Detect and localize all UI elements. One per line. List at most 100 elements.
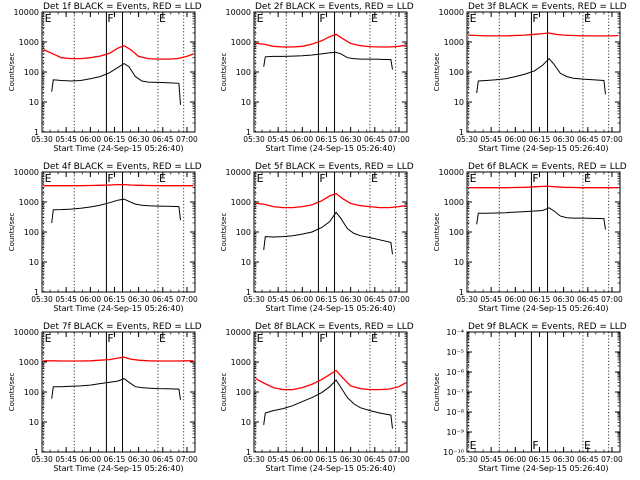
y-tick-label: 1 bbox=[459, 128, 464, 137]
x-axis-label: Start Time (24-Sep-15 05:26:40) bbox=[53, 464, 183, 473]
y-tick-label: 10⁻¹⁰ bbox=[443, 448, 464, 457]
event-marker-label: E bbox=[470, 12, 477, 25]
y-tick-label: 10000 bbox=[226, 8, 251, 17]
x-tick-label: 06:00 bbox=[292, 455, 314, 464]
panel-title: Det 1f BLACK = Events, RED = LLD bbox=[43, 2, 202, 12]
x-tick-label: 05:30 bbox=[243, 295, 265, 304]
y-tick-label: 100 bbox=[24, 68, 39, 77]
y-tick-label: 100 bbox=[449, 68, 464, 77]
series-lld-line bbox=[255, 33, 406, 48]
x-tick-label: 06:45 bbox=[152, 455, 174, 464]
series-lld-line bbox=[43, 356, 194, 362]
x-tick-label: 06:30 bbox=[553, 455, 575, 464]
y-axis-label: Counts/sec bbox=[220, 53, 228, 92]
event-marker-label: E bbox=[159, 332, 166, 345]
x-axis-label: Start Time (24-Sep-15 05:26:40) bbox=[53, 144, 183, 153]
panel-det-7: Det 7f BLACK = Events, RED = LLD 1 10 100 10… bbox=[8, 322, 202, 473]
y-tick-label: 10 bbox=[29, 98, 39, 107]
event-marker-label: E bbox=[371, 172, 378, 185]
y-axis-label: Counts/sec bbox=[8, 53, 16, 92]
event-marker-label: F bbox=[532, 439, 538, 452]
x-tick-label: 05:30 bbox=[31, 295, 53, 304]
event-marker-label: E bbox=[371, 332, 378, 345]
y-tick-label: 10000 bbox=[439, 168, 464, 177]
x-tick-label: 06:45 bbox=[152, 135, 174, 144]
y-tick-label: 10 bbox=[29, 418, 39, 427]
x-tick-label: 05:30 bbox=[31, 455, 53, 464]
x-tick-label: 06:30 bbox=[553, 295, 575, 304]
y-tick-label: 1000 bbox=[231, 358, 251, 367]
panel-det-6: Det 6f BLACK = Events, RED = LLD 1 10 100 10… bbox=[433, 162, 627, 313]
x-tick-label: 06:00 bbox=[80, 295, 102, 304]
event-marker-label: E bbox=[257, 172, 264, 185]
y-tick-label: 100 bbox=[449, 228, 464, 237]
x-tick-label: 06:45 bbox=[364, 135, 386, 144]
y-tick-label: 10⁻⁸ bbox=[446, 408, 464, 417]
event-marker-label: F bbox=[319, 12, 325, 25]
panel-grid: Det 1f BLACK = Events, RED = LLD11010010… bbox=[8, 2, 627, 473]
y-axis-label: Counts/sec bbox=[8, 213, 16, 252]
event-marker-label: E bbox=[470, 439, 477, 452]
event-marker-label: F bbox=[107, 172, 113, 185]
y-tick-label: 1000 bbox=[444, 38, 464, 47]
y-tick-label: 100 bbox=[236, 388, 251, 397]
x-tick-label: 07:00 bbox=[176, 135, 198, 144]
x-tick-label: 06:15 bbox=[316, 295, 338, 304]
x-tick-label: 06:30 bbox=[553, 135, 575, 144]
series-lld-line bbox=[468, 185, 619, 189]
series-lld-line bbox=[255, 369, 406, 391]
x-tick-label: 06:15 bbox=[104, 295, 126, 304]
series-lld-line bbox=[43, 183, 194, 187]
x-tick-label: 06:45 bbox=[364, 455, 386, 464]
x-tick-label: 05:45 bbox=[480, 455, 502, 464]
x-tick-label: 07:00 bbox=[601, 135, 623, 144]
y-tick-label: 10000 bbox=[439, 8, 464, 17]
x-tick-label: 06:45 bbox=[364, 295, 386, 304]
event-marker-label: E bbox=[584, 439, 591, 452]
y-tick-label: 1 bbox=[34, 288, 39, 297]
panel-det-3: Det 3f BLACK = Events, RED = LLD 1 10 100 10… bbox=[433, 2, 627, 153]
y-tick-label: 1 bbox=[34, 128, 39, 137]
series-events-line bbox=[476, 207, 606, 230]
y-tick-label: 100 bbox=[24, 228, 39, 237]
x-axis-label: Start Time (24-Sep-15 05:26:40) bbox=[265, 464, 395, 473]
y-tick-label: 10⁻⁴ bbox=[446, 328, 464, 337]
x-tick-label: 06:45 bbox=[152, 295, 174, 304]
event-marker-label: E bbox=[159, 172, 166, 185]
event-marker-label: E bbox=[45, 172, 52, 185]
series-events-line bbox=[51, 63, 181, 105]
panel-det-9: Det 9f BLACK = Events, RED = LLD 10⁻¹⁰ 10⁻… bbox=[433, 322, 627, 473]
y-tick-label: 1000 bbox=[231, 198, 251, 207]
panel-det-2: Det 2f BLACK = Events, RED = LLD 1 10 100 10… bbox=[220, 2, 414, 153]
y-tick-label: 1000 bbox=[231, 38, 251, 47]
event-marker-label: F bbox=[532, 12, 538, 25]
series-events-line bbox=[263, 211, 393, 255]
y-tick-label: 10⁻⁵ bbox=[446, 348, 464, 357]
x-tick-label: 06:00 bbox=[80, 135, 102, 144]
panel-det-8: Det 8f BLACK = Events, RED = LLD 1 10 100 10… bbox=[220, 322, 414, 473]
series-events-line bbox=[263, 379, 393, 429]
x-tick-label: 05:45 bbox=[55, 455, 77, 464]
y-tick-label: 1000 bbox=[19, 358, 39, 367]
x-tick-label: 07:00 bbox=[388, 295, 410, 304]
event-marker-label: F bbox=[319, 332, 325, 345]
x-tick-label: 06:30 bbox=[128, 295, 150, 304]
x-tick-label: 05:30 bbox=[243, 135, 265, 144]
x-tick-label: 07:00 bbox=[601, 295, 623, 304]
y-tick-label: 1000 bbox=[19, 198, 39, 207]
y-axis-label: Counts/sec bbox=[220, 373, 228, 412]
x-tick-label: 06:15 bbox=[529, 295, 551, 304]
y-tick-label: 10 bbox=[454, 258, 464, 267]
x-tick-label: 05:30 bbox=[456, 135, 478, 144]
y-tick-label: 1000 bbox=[444, 198, 464, 207]
y-tick-label: 1 bbox=[246, 288, 251, 297]
x-tick-label: 06:30 bbox=[340, 295, 362, 304]
x-tick-label: 06:00 bbox=[505, 135, 527, 144]
series-lld-line bbox=[468, 32, 619, 37]
x-tick-label: 06:00 bbox=[80, 455, 102, 464]
x-axis-label: Start Time (24-Sep-15 05:26:40) bbox=[265, 304, 395, 313]
y-tick-label: 10000 bbox=[226, 168, 251, 177]
x-tick-label: 05:45 bbox=[267, 295, 289, 304]
y-tick-label: 100 bbox=[236, 68, 251, 77]
